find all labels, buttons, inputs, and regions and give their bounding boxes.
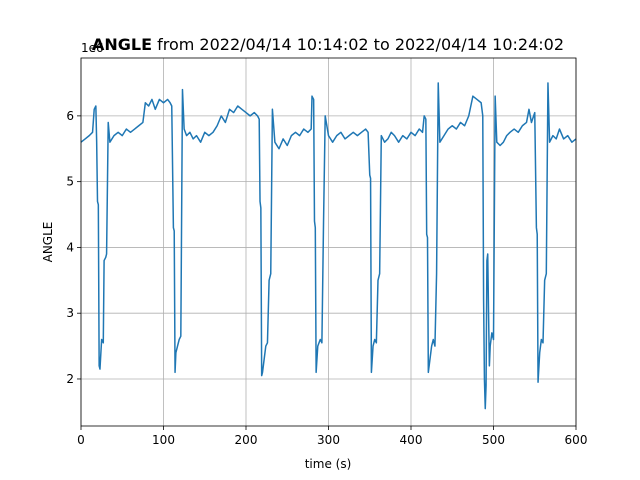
x-tick-label: 400 [400,433,423,447]
x-tick-label: 0 [77,433,85,447]
chart-title: ANGLE from 2022/04/14 10:14:02 to 2022/0… [92,35,564,54]
y-tick-label: 4 [66,240,74,254]
y-tick-label: 6 [66,109,74,123]
x-tick-label: 300 [317,433,340,447]
y-tick-label: 2 [66,372,74,386]
axes-frame [80,57,577,427]
x-tick-label: 600 [565,433,588,447]
x-tick-label: 100 [152,433,175,447]
title-rest: from 2022/04/14 10:14:02 to 2022/04/14 1… [157,35,564,54]
x-tick-label: 200 [235,433,258,447]
y-axis-label: ANGLE [41,222,55,263]
y-tick-label: 5 [66,175,74,189]
offset-text: 1e6 [81,41,104,55]
x-tick-label: 500 [482,433,505,447]
y-tick-label: 3 [66,306,74,320]
data-line [80,82,577,410]
x-axis-label: time (s) [305,457,352,471]
title-bold: ANGLE [92,35,152,54]
